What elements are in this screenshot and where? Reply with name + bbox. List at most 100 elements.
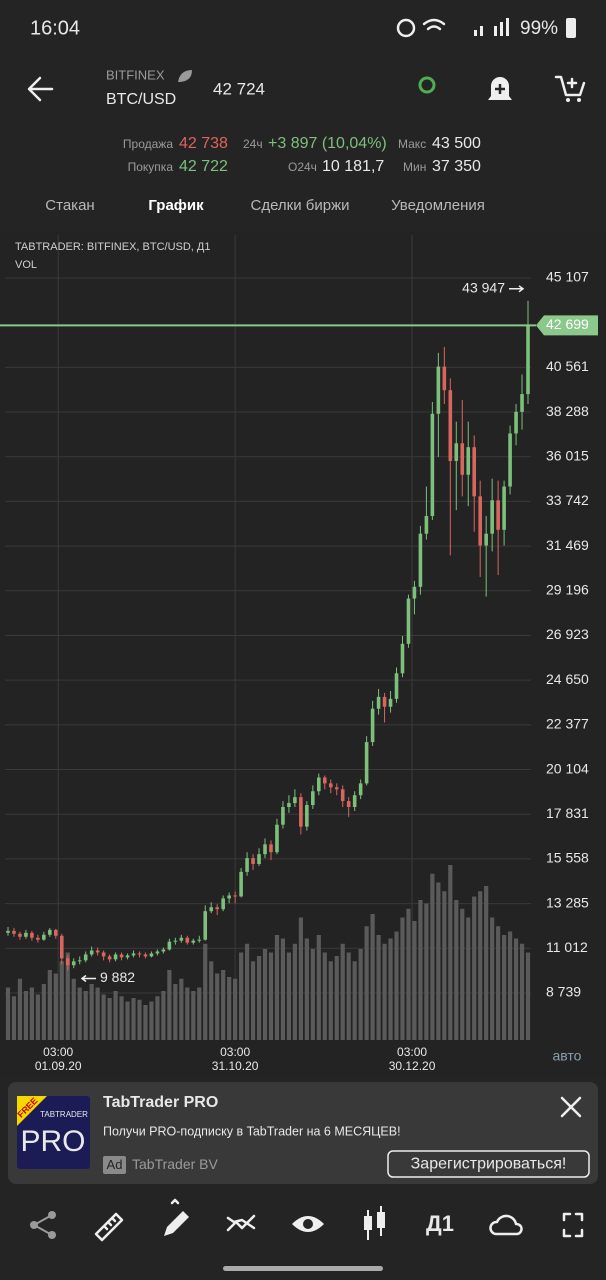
y-tick-label: 40 561 xyxy=(546,358,589,374)
volume-bar xyxy=(113,991,118,1040)
candle-body xyxy=(245,858,249,872)
candle-body xyxy=(460,443,465,475)
cart-wheel xyxy=(577,98,581,102)
candle-body xyxy=(233,895,237,897)
x-tick-label: 30.12.20 xyxy=(389,1059,436,1073)
candle-body xyxy=(394,673,399,699)
volume-bar xyxy=(5,987,11,1040)
volume-bar xyxy=(442,891,447,1040)
y-tick-label: 29 196 xyxy=(546,582,589,598)
volume-bar xyxy=(17,978,23,1040)
tab[interactable]: Стакан xyxy=(45,197,94,214)
candle-body xyxy=(287,803,291,807)
sell-price: 42 738 xyxy=(179,135,228,152)
y-tick-label: 22 377 xyxy=(546,716,589,732)
stat-label: Макс xyxy=(398,137,426,151)
timeframe-button[interactable]: Д1 xyxy=(426,1211,454,1236)
volume-bar xyxy=(304,938,309,1040)
candle-body xyxy=(30,932,34,938)
y-tick-label: 17 831 xyxy=(546,805,589,821)
back-button[interactable] xyxy=(27,76,54,102)
cloud-button[interactable] xyxy=(489,1214,523,1236)
ad-button[interactable] xyxy=(387,1150,590,1178)
volume-bar xyxy=(268,952,274,1040)
candle-body xyxy=(143,954,148,957)
y-tick-label: 20 104 xyxy=(546,760,589,776)
min: 37 350 xyxy=(432,158,481,175)
volume-bar xyxy=(358,949,363,1040)
candle-body xyxy=(77,960,82,962)
volume-bar xyxy=(322,952,327,1040)
candle-body xyxy=(107,956,112,960)
candle-body xyxy=(508,433,512,487)
exchange-logo[interactable] xyxy=(418,76,436,94)
volume-bar xyxy=(59,961,64,1040)
cart-wheel xyxy=(566,98,570,102)
ad-banner[interactable] xyxy=(8,1082,598,1184)
draw-button[interactable] xyxy=(164,1211,189,1236)
candle-body xyxy=(137,953,142,955)
candle-body xyxy=(520,394,524,412)
candle-body xyxy=(131,953,136,956)
ruler-button[interactable] xyxy=(94,1212,124,1242)
candle-body xyxy=(173,940,178,942)
volume-bar xyxy=(149,1001,154,1040)
candle-body xyxy=(71,961,76,966)
candle-body xyxy=(412,586,417,599)
volume-bar xyxy=(53,973,58,1040)
candle-body xyxy=(251,858,255,865)
volume-bar xyxy=(513,938,519,1040)
alert-plus xyxy=(495,84,505,94)
volume-bar xyxy=(125,1001,130,1040)
scale-mode[interactable]: авто xyxy=(553,1048,582,1064)
volume-bar xyxy=(239,952,244,1040)
volume-bar xyxy=(478,891,483,1040)
volume-bar xyxy=(29,987,34,1040)
tab[interactable]: Сделки биржи xyxy=(250,197,349,214)
volume-bar xyxy=(448,865,453,1040)
share-button[interactable] xyxy=(30,1211,56,1239)
cart-button[interactable] xyxy=(554,75,586,97)
y-tick-label: 31 469 xyxy=(546,537,589,553)
candle-body xyxy=(340,789,345,802)
candle-body xyxy=(269,844,273,853)
ad-close[interactable] xyxy=(560,1096,582,1118)
candle-body xyxy=(317,777,321,792)
candle-body xyxy=(209,907,214,912)
candle-body xyxy=(478,496,482,546)
high-arrow xyxy=(509,285,525,293)
indicators-button[interactable] xyxy=(226,1214,256,1232)
candle-body xyxy=(119,954,124,958)
y-tick-label: 26 923 xyxy=(546,626,589,642)
tab[interactable]: Уведомления xyxy=(391,197,485,214)
volume-bar xyxy=(173,984,178,1040)
stat-label: 24ч xyxy=(243,137,263,151)
candle-body xyxy=(83,954,88,961)
candle-body xyxy=(472,447,477,497)
volume-bar xyxy=(394,931,399,1040)
volume-bar xyxy=(490,917,495,1040)
volume-bar xyxy=(412,921,417,1040)
low-label: 9 882 xyxy=(100,969,135,985)
header-price: 42 724 xyxy=(213,79,265,98)
candle-body xyxy=(328,783,333,788)
candle-body xyxy=(6,930,10,933)
volume-bar xyxy=(382,943,387,1040)
volume-bar xyxy=(65,952,70,1040)
candle-body xyxy=(448,390,453,461)
y-tick-label: 36 015 xyxy=(546,447,589,463)
volume-bar xyxy=(328,961,333,1040)
candle-body xyxy=(352,795,357,807)
stat-label: Продажа xyxy=(123,137,173,151)
chart-title: TABTRADER: BITFINEX, BTC/USD, Д1 xyxy=(15,241,211,253)
candle-body xyxy=(496,500,500,530)
candle-body xyxy=(48,929,52,935)
tab[interactable]: График xyxy=(148,197,204,214)
chart-type-icon xyxy=(377,1212,385,1228)
candle-body xyxy=(227,895,231,899)
candle-body xyxy=(59,935,64,959)
volume-bar xyxy=(143,1005,148,1040)
fullscreen-button[interactable] xyxy=(562,1212,584,1238)
badge xyxy=(17,1096,47,1126)
volume-bar xyxy=(179,978,184,1040)
